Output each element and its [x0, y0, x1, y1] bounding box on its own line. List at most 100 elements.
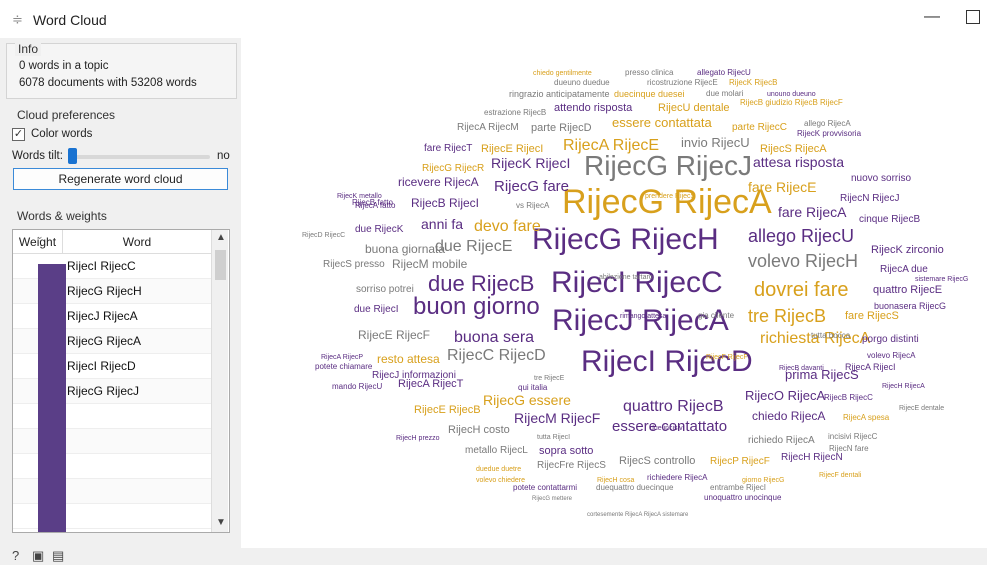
cloud-word: RijecK RijecI — [491, 155, 571, 171]
help-icon[interactable]: ? — [12, 548, 20, 563]
weight-column-header[interactable]: ⌄ Weight — [13, 230, 63, 254]
color-words-label: Color words — [31, 128, 93, 140]
cloud-word: nuovo sorriso — [851, 173, 912, 184]
words-tilt-slider-track[interactable] — [68, 155, 210, 159]
cloud-word: RijecA RijecE — [563, 137, 660, 154]
cloud-word: prendere RijecS — [645, 192, 696, 200]
cloud-word: RijecF RijecF — [706, 353, 748, 361]
report-icon[interactable]: ▤ — [52, 548, 65, 563]
scroll-up-icon[interactable]: ▲ — [216, 232, 226, 243]
cloud-word: duecinque duesei — [614, 88, 685, 99]
title-bar: ≑ Word Cloud — — [0, 0, 987, 38]
cloud-word: cinque RijecB — [859, 214, 921, 225]
cloud-word: RijecE dentale — [899, 404, 945, 412]
cloud-word: quattro RijecB — [623, 398, 724, 415]
scroll-thumb[interactable] — [215, 250, 226, 280]
cloud-word: due incisivi — [650, 424, 685, 432]
words-tilt-slider-handle[interactable] — [68, 148, 77, 164]
cloud-word: ringrazio anticipatamente — [509, 88, 610, 99]
cloud-word: potete contattarmi — [513, 483, 578, 492]
words-tilt-label: Words tilt: — [12, 150, 63, 162]
table-row[interactable] — [13, 404, 211, 429]
cloud-word: due RijecE — [435, 238, 513, 255]
cloud-word: vs RijecA — [516, 201, 550, 210]
cloud-word: dovrei fare — [754, 279, 849, 301]
cloud-word: RijecS RijecA — [760, 142, 827, 155]
control-panel: Info 0 words in a topic 6078 documents w… — [0, 38, 240, 548]
cloud-word: buonasera RijecG — [874, 300, 947, 311]
cloud-word: sistemare RijecG — [915, 275, 969, 283]
cloud-word: RijecM RijecF — [514, 410, 601, 426]
cloud-word: dueuno duedue — [554, 78, 610, 87]
cloud-word: RijecG essere — [483, 392, 571, 408]
cloud-word: tre RijecE — [534, 374, 565, 382]
cloud-word: RijecO RijecA — [745, 387, 826, 403]
cloud-word: RijecG RijecJ — [584, 150, 753, 181]
word-cloud-canvas: RijecG RijecA RijecG RijecJ RijecG RijecH R… — [241, 38, 987, 548]
table-row[interactable] — [13, 504, 211, 529]
cloud-word: RijecK zirconio — [871, 243, 944, 256]
word-cell: RijecG RijecJ — [67, 384, 140, 398]
cloud-word: RijecA RijecI — [845, 361, 896, 372]
window-title: Word Cloud — [33, 12, 107, 28]
table-row[interactable]: RijecI RijecD — [13, 354, 211, 379]
maximize-button[interactable] — [966, 10, 980, 24]
cloud-word: tutta bocca — [811, 331, 851, 340]
cloud-word: RijecA RijecP — [321, 353, 364, 361]
cloud-word: tutta RijecI — [537, 433, 571, 441]
cloud-word: RijecK RijecB — [729, 78, 778, 87]
cloud-word: RijecE RijecB — [414, 403, 481, 416]
regenerate-word-cloud-button[interactable]: Regenerate word cloud — [13, 168, 228, 190]
cloud-word: prima RijecS — [785, 366, 859, 382]
words-weights-title: Words & weights — [14, 209, 110, 223]
cloud-word: ricostruzione RijecE — [647, 78, 718, 87]
cloud-word: porgo distinti — [862, 334, 919, 345]
cloud-word: unouno dueuno — [767, 90, 816, 98]
cloud-word: RijecM mobile — [392, 257, 468, 271]
cloud-word: due RijecK — [355, 224, 404, 235]
cloud-word: entrambe RijecI — [710, 483, 767, 492]
cloud-word: cortesemente RijecA RijecA sistemare — [587, 512, 689, 518]
cloud-word: essere contattato — [612, 417, 728, 435]
minimize-button[interactable]: — — [924, 8, 940, 25]
cloud-word: RijecU dentale — [658, 101, 730, 114]
cloud-word: richiesta RijecA — [760, 330, 871, 347]
cloud-word: RijecS presso — [323, 259, 385, 270]
cloud-word: RijecG RijecR — [422, 163, 485, 174]
cloud-word: RijecP RijecF — [710, 456, 770, 467]
cloud-word: sopra sotto — [539, 444, 594, 457]
cloud-word: RijecS controllo — [619, 454, 696, 467]
cloud-word: RijecC RijecD — [447, 347, 546, 364]
cloud-word: RijecI RijecD — [581, 345, 753, 378]
cloud-word: parte RijecC — [732, 122, 788, 133]
cloud-word: mando RijecU — [332, 382, 383, 391]
table-row[interactable]: RijecJ RijecA — [13, 304, 211, 329]
cloud-word: fare RijecS — [845, 309, 899, 322]
cloud-word: RijecB fatto — [352, 198, 393, 207]
cloud-word: RijecG RijecA — [562, 183, 772, 221]
cloud-word: RijecA spesa — [843, 413, 890, 422]
table-scrollbar[interactable]: ▲ ▼ — [211, 230, 228, 532]
cloud-word: allego RijecA — [804, 119, 851, 128]
cloud-word: sorriso potrei — [356, 284, 414, 295]
cloud-word: due RijecI — [354, 304, 399, 315]
word-column-header[interactable]: Word — [63, 230, 211, 254]
scroll-down-icon[interactable]: ▼ — [216, 517, 226, 528]
save-image-icon[interactable]: ▣ — [32, 548, 45, 563]
table-row[interactable]: RijecI RijecC — [13, 254, 211, 279]
cloud-word: due molari — [706, 89, 744, 98]
table-row[interactable] — [13, 454, 211, 479]
cloud-word: RijecB RijecC — [824, 393, 873, 402]
cloud-word: ricevere RijecA — [398, 175, 479, 189]
cloud-word: RijecJ RijecA — [552, 304, 729, 337]
cloud-word: volevo RijecH — [748, 251, 859, 271]
cloud-word: resto attesa — [377, 352, 440, 366]
cloud-word: fare RijecE — [748, 179, 817, 195]
cloud-word: allegato RijecU — [697, 68, 751, 77]
cloud-word: duedue duetre — [476, 465, 522, 473]
cloud-word: incisivi RijecC — [828, 432, 878, 441]
cloud-word: buona giornata — [365, 242, 446, 256]
cloud-word: RijecH prezzo — [396, 434, 440, 442]
cloud-word: metallo RijecL — [465, 445, 528, 456]
color-words-checkbox[interactable]: ✓ — [12, 128, 25, 141]
